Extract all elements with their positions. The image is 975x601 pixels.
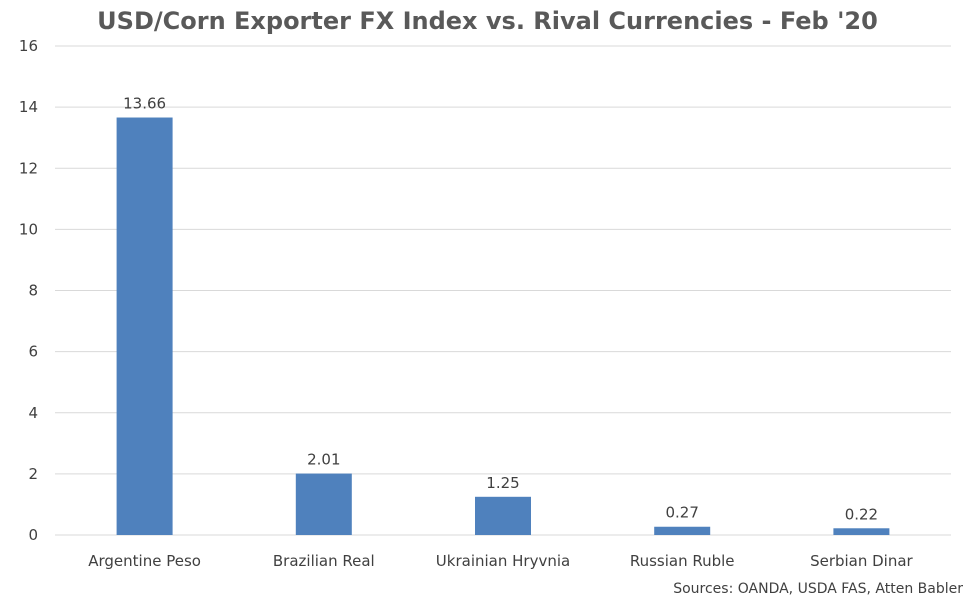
bar <box>654 526 711 535</box>
x-tick-label: Ukrainian Hryvnia <box>436 552 570 570</box>
data-label: 1.25 <box>486 474 519 492</box>
data-label: 0.22 <box>845 505 878 523</box>
y-tick-label: 16 <box>19 37 38 55</box>
bar <box>295 473 352 535</box>
y-tick-label: 4 <box>28 404 38 422</box>
bar <box>475 496 531 535</box>
data-label: 0.27 <box>665 504 698 522</box>
data-label: 2.01 <box>307 451 340 469</box>
bar <box>116 117 173 536</box>
x-tick-label: Brazilian Real <box>273 552 375 570</box>
bar <box>833 528 890 535</box>
x-tick-label: Argentine Peso <box>88 552 201 570</box>
x-tick-label: Serbian Dinar <box>810 552 913 570</box>
x-tick-label: Russian Ruble <box>630 552 735 570</box>
y-tick-label: 8 <box>28 282 38 300</box>
y-tick-label: 0 <box>28 526 38 544</box>
y-tick-label: 12 <box>19 159 38 177</box>
chart-title: USD/Corn Exporter FX Index vs. Rival Cur… <box>97 7 878 35</box>
y-tick-label: 14 <box>19 98 38 116</box>
y-tick-label: 2 <box>28 465 38 483</box>
source-note: Sources: OANDA, USDA FAS, Atten Babler <box>673 581 963 597</box>
y-tick-label: 6 <box>28 343 38 361</box>
y-tick-label: 10 <box>19 220 38 238</box>
data-label: 13.66 <box>123 95 166 113</box>
